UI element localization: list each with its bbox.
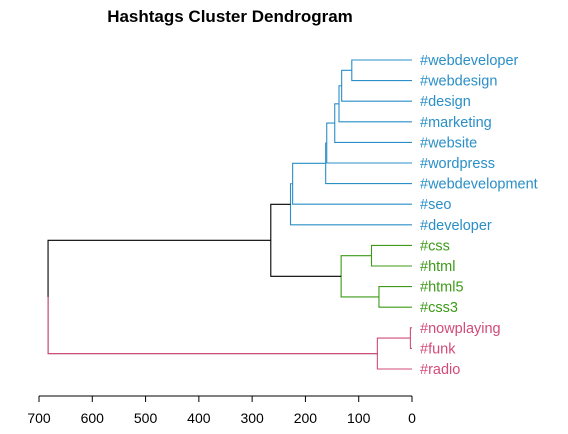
leaf-label: #design [420,94,471,110]
leaf-label: #website [420,135,477,151]
leaf-label: #webdesign [420,74,497,90]
leaf-label: #marketing [420,115,492,131]
x-axis-tick-label: 200 [294,410,318,426]
leaf-label: #webdeveloper [420,53,519,69]
dendrogram-branch [351,59,412,82]
x-axis-tick-label: 0 [408,410,416,426]
leaf-label: #css3 [420,300,458,316]
leaf-label: #seo [420,197,451,213]
x-axis-tick-label: 300 [240,410,264,426]
dendrogram-branch [341,69,412,102]
leaf-label: #wordpress [420,156,495,172]
chart-title: Hashtags Cluster Dendrogram [107,7,353,26]
dendrogram-branch [340,255,379,298]
x-axis-tick-label: 400 [187,410,211,426]
dendrogram-branch [334,103,412,143]
leaf-label: #webdevelopment [420,177,538,193]
dendrogram-branch [338,85,412,123]
dendrogram-branch [409,327,412,349]
leaf-label: #developer [420,218,492,234]
dendrogram-branch [47,296,378,355]
leaf-label: #html5 [420,280,464,296]
dendrogram-branch [378,286,412,308]
leaf-label: #css [420,238,450,254]
leaf-label: #funk [420,341,456,357]
x-axis: 700 600 500 400 300 200 100 0 [27,395,416,426]
leaf-label: #nowplaying [420,321,501,337]
leaf-labels: #webdeveloper #webdesign #design #marketing… [420,53,538,378]
dendrogram-branch [370,244,412,267]
dendrogram-branch [289,183,412,226]
leaf-label: #radio [420,362,460,378]
x-axis-tick-label: 600 [81,410,105,426]
dendrogram-branch [270,203,342,277]
dendrogram-branch [47,239,378,355]
dendrogram-branches [47,59,412,370]
x-axis-tick-label: 100 [347,410,371,426]
dendrogram-branch [326,122,412,164]
x-axis-tick-label: 500 [134,410,158,426]
x-axis-tick-label: 700 [27,410,51,426]
leaf-label: #html [420,259,455,275]
dendrogram-branch [376,337,412,370]
